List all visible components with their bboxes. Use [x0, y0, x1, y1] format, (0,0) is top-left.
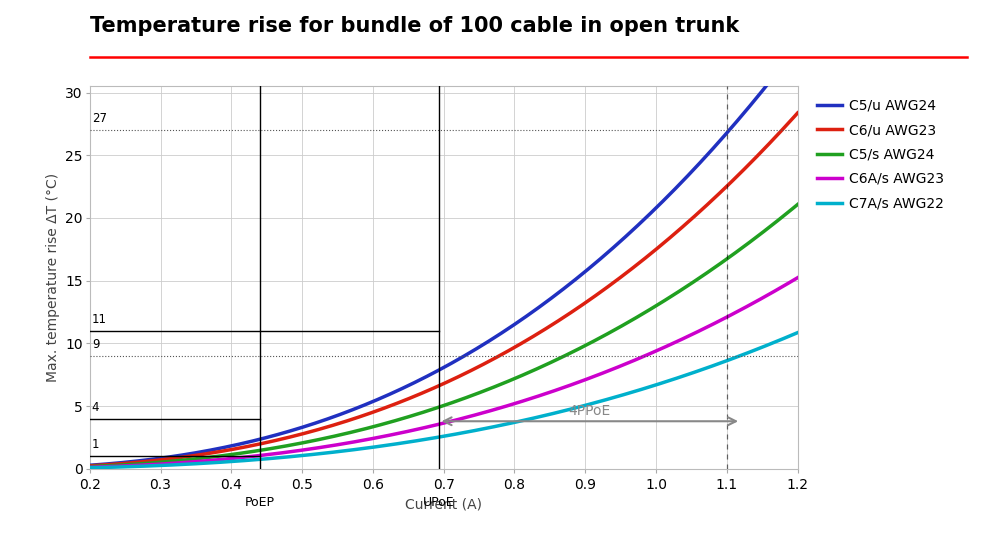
C6A/s AWG23	[168, 460, 180, 466]
Line: C5/u AWG24: C5/u AWG24	[90, 46, 798, 465]
C6/u AWG23	[84, 462, 96, 469]
C5/s AWG24	[168, 458, 180, 464]
Line: C6/u AWG23: C6/u AWG23	[90, 113, 798, 466]
C6A/s AWG23	[598, 369, 610, 376]
C5/u AWG24	[84, 462, 96, 468]
C6/u AWG23	[314, 426, 326, 432]
C5/u AWG24	[792, 43, 804, 49]
C5/u AWG24	[168, 453, 180, 459]
C7A/s AWG22	[168, 461, 180, 468]
C7A/s AWG22	[598, 397, 610, 403]
C5/s AWG24	[529, 367, 541, 373]
C5/u AWG24	[529, 307, 541, 313]
C6A/s AWG23	[314, 444, 326, 451]
C6/u AWG23	[529, 332, 541, 338]
Y-axis label: Max. temperature rise ΔT (°C): Max. temperature rise ΔT (°C)	[46, 173, 60, 382]
C7A/s AWG22	[792, 329, 804, 336]
Line: C7A/s AWG22: C7A/s AWG22	[90, 333, 798, 468]
C5/s AWG24	[314, 436, 326, 443]
Text: 11: 11	[92, 313, 107, 326]
C6/u AWG23	[168, 455, 180, 461]
C7A/s AWG22	[84, 465, 96, 471]
C5/s AWG24	[792, 201, 804, 208]
C5/s AWG24	[598, 333, 610, 339]
C7A/s AWG22	[364, 444, 376, 451]
C5/u AWG24	[364, 399, 376, 406]
C7A/s AWG22	[314, 451, 326, 457]
Line: C6A/s AWG23: C6A/s AWG23	[90, 278, 798, 467]
C6/u AWG23	[364, 410, 376, 417]
Text: UPoE: UPoE	[423, 496, 455, 509]
C6A/s AWG23	[364, 436, 376, 442]
C6A/s AWG23	[529, 394, 541, 400]
C6/u AWG23	[594, 289, 606, 295]
Text: 4PPoE: 4PPoE	[568, 404, 611, 418]
C6A/s AWG23	[84, 464, 96, 471]
Text: 1: 1	[92, 438, 100, 451]
C6/u AWG23	[792, 110, 804, 116]
X-axis label: Current (A): Current (A)	[405, 497, 483, 512]
C6A/s AWG23	[792, 274, 804, 281]
Legend: C5/u AWG24, C6/u AWG23, C5/s AWG24, C6A/s AWG23, C7A/s AWG22: C5/u AWG24, C6/u AWG23, C5/s AWG24, C6A/…	[812, 93, 950, 216]
Text: 9: 9	[92, 338, 100, 351]
Text: 4: 4	[92, 400, 100, 414]
C7A/s AWG22	[529, 414, 541, 421]
Line: C5/s AWG24: C5/s AWG24	[90, 204, 798, 467]
C7A/s AWG22	[594, 398, 606, 404]
C5/u AWG24	[594, 255, 606, 262]
C5/s AWG24	[84, 464, 96, 470]
C5/u AWG24	[598, 252, 610, 259]
C5/s AWG24	[364, 424, 376, 431]
Text: 27: 27	[92, 112, 107, 125]
C5/s AWG24	[594, 334, 606, 341]
C5/u AWG24	[314, 418, 326, 425]
Text: PoEP: PoEP	[244, 496, 274, 509]
C6A/s AWG23	[594, 371, 606, 377]
Text: Temperature rise for bundle of 100 cable in open trunk: Temperature rise for bundle of 100 cable…	[90, 16, 739, 36]
C6/u AWG23	[598, 286, 610, 293]
